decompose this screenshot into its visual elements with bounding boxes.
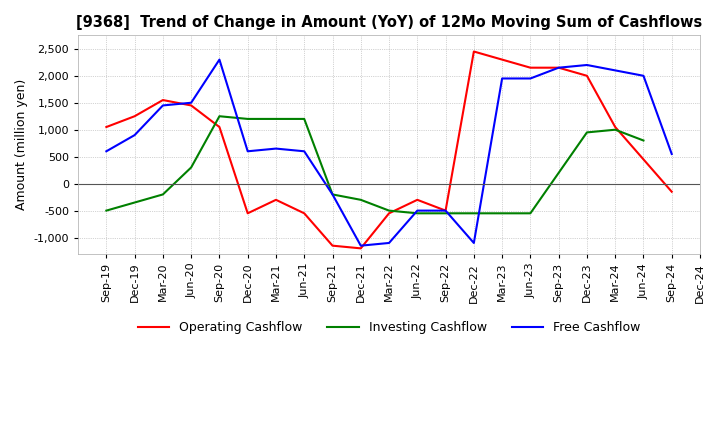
Investing Cashflow [243, 116, 252, 121]
Title: [9368]  Trend of Change in Amount (YoY) of 12Mo Moving Sum of Cashflows: [9368] Trend of Change in Amount (YoY) o… [76, 15, 702, 30]
Investing Cashflow [413, 211, 422, 216]
Operating Cashflow [667, 189, 676, 194]
Operating Cashflow [186, 103, 195, 108]
Investing Cashflow [186, 165, 195, 170]
Operating Cashflow [158, 97, 167, 103]
Investing Cashflow [300, 116, 309, 121]
Investing Cashflow [356, 197, 365, 202]
Free Cashflow [469, 240, 478, 246]
Free Cashflow [554, 65, 563, 70]
Free Cashflow [582, 62, 591, 68]
Free Cashflow [639, 73, 648, 78]
Operating Cashflow [639, 157, 648, 162]
Investing Cashflow [639, 138, 648, 143]
Investing Cashflow [582, 130, 591, 135]
Investing Cashflow [102, 208, 111, 213]
Operating Cashflow [413, 197, 422, 202]
Free Cashflow [158, 103, 167, 108]
Investing Cashflow [158, 192, 167, 197]
Legend: Operating Cashflow, Investing Cashflow, Free Cashflow: Operating Cashflow, Investing Cashflow, … [132, 316, 645, 339]
Operating Cashflow [130, 114, 139, 119]
Line: Investing Cashflow: Investing Cashflow [107, 116, 644, 213]
Free Cashflow [243, 149, 252, 154]
Free Cashflow [130, 132, 139, 138]
Investing Cashflow [441, 211, 450, 216]
Free Cashflow [413, 208, 422, 213]
Free Cashflow [526, 76, 535, 81]
Free Cashflow [102, 149, 111, 154]
Operating Cashflow [384, 211, 393, 216]
Investing Cashflow [554, 170, 563, 176]
Investing Cashflow [384, 208, 393, 213]
Free Cashflow [328, 192, 337, 197]
Operating Cashflow [300, 211, 309, 216]
Free Cashflow [498, 76, 506, 81]
Operating Cashflow [582, 73, 591, 78]
Investing Cashflow [215, 114, 224, 119]
Operating Cashflow [328, 243, 337, 248]
Operating Cashflow [526, 65, 535, 70]
Investing Cashflow [526, 211, 535, 216]
Operating Cashflow [271, 197, 280, 202]
Free Cashflow [215, 57, 224, 62]
Operating Cashflow [498, 57, 506, 62]
Y-axis label: Amount (million yen): Amount (million yen) [15, 79, 28, 210]
Free Cashflow [271, 146, 280, 151]
Investing Cashflow [498, 211, 506, 216]
Free Cashflow [186, 100, 195, 106]
Investing Cashflow [271, 116, 280, 121]
Operating Cashflow [215, 125, 224, 130]
Free Cashflow [384, 240, 393, 246]
Free Cashflow [441, 208, 450, 213]
Line: Free Cashflow: Free Cashflow [107, 59, 672, 246]
Investing Cashflow [469, 211, 478, 216]
Operating Cashflow [441, 208, 450, 213]
Operating Cashflow [611, 125, 619, 130]
Investing Cashflow [611, 127, 619, 132]
Operating Cashflow [243, 211, 252, 216]
Investing Cashflow [130, 200, 139, 205]
Free Cashflow [356, 243, 365, 248]
Investing Cashflow [328, 192, 337, 197]
Free Cashflow [300, 149, 309, 154]
Line: Operating Cashflow: Operating Cashflow [107, 51, 672, 248]
Free Cashflow [611, 68, 619, 73]
Operating Cashflow [356, 246, 365, 251]
Operating Cashflow [554, 65, 563, 70]
Free Cashflow [667, 151, 676, 157]
Operating Cashflow [102, 125, 111, 130]
Operating Cashflow [469, 49, 478, 54]
